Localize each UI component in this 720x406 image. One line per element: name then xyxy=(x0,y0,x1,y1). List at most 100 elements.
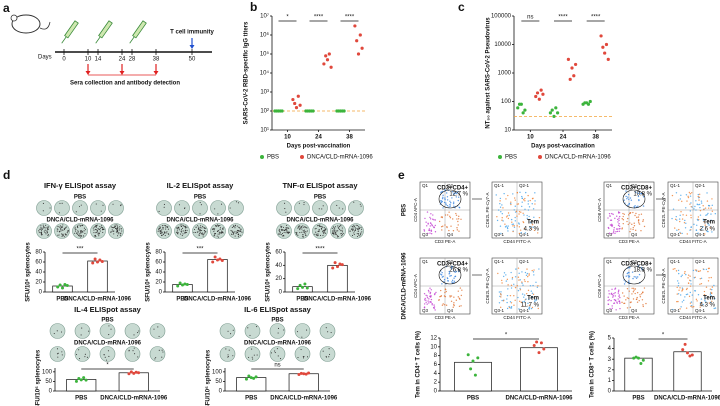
flow-event xyxy=(449,205,451,207)
flow-event xyxy=(521,293,524,295)
flow-event xyxy=(714,212,717,215)
elispot-spot xyxy=(295,232,297,234)
data-point xyxy=(355,39,359,43)
flow-event xyxy=(518,279,520,281)
flow-event xyxy=(456,229,459,231)
elispot-spot xyxy=(163,203,165,206)
y-tick-label: 1 xyxy=(608,378,612,384)
elispot-spot xyxy=(164,231,166,233)
elispot-spot xyxy=(198,228,200,230)
elispot-spot xyxy=(219,232,221,234)
flow-event xyxy=(614,217,616,220)
flow-event xyxy=(423,230,426,232)
bar xyxy=(520,347,558,392)
flow-event xyxy=(505,198,507,200)
flow-event xyxy=(699,278,701,280)
elispot-spot xyxy=(74,228,76,230)
elispot-spot xyxy=(302,225,304,227)
elispot-spot xyxy=(198,234,200,236)
y-tick-label: 10² xyxy=(260,109,269,115)
elispot-spot xyxy=(176,228,179,230)
flow-event xyxy=(638,273,641,276)
flow-event xyxy=(708,302,711,304)
elispot-spot xyxy=(333,233,335,235)
elispot-spot xyxy=(163,224,165,226)
elispot-spot xyxy=(41,233,43,235)
flow-event xyxy=(446,196,449,198)
elispot-spot xyxy=(62,224,64,226)
data-point xyxy=(603,51,607,55)
flow-event xyxy=(681,218,684,220)
elispot-well xyxy=(228,200,244,216)
elispot-spot xyxy=(213,230,215,233)
elispot-spot xyxy=(93,226,96,228)
elispot-spot xyxy=(274,350,276,352)
flow-event xyxy=(508,214,510,217)
flow-event xyxy=(442,225,444,227)
elispot-spot xyxy=(197,225,199,227)
elispot-spot xyxy=(61,202,63,204)
elispot-spot xyxy=(332,232,334,234)
elispot-spot xyxy=(195,226,197,228)
data-point xyxy=(356,52,361,56)
elispot-spot xyxy=(99,230,101,232)
flow-event xyxy=(441,200,443,203)
elispot-spot xyxy=(282,235,284,237)
elispot-spot xyxy=(351,234,354,237)
flow-event xyxy=(608,227,610,230)
flow-event xyxy=(520,301,522,303)
flow-event xyxy=(623,213,625,216)
elispot-spot xyxy=(179,224,181,226)
flow-event xyxy=(523,228,526,230)
flow-event xyxy=(619,296,621,299)
flow-x-label: CD44 FITC-A xyxy=(503,239,530,244)
arrow-head xyxy=(153,71,159,75)
flow-event xyxy=(438,220,441,223)
elispot-spot xyxy=(322,231,324,233)
flow-event xyxy=(506,294,509,297)
flow-event xyxy=(614,232,616,235)
x-tick-label: DNCA/CLD-mRNA-1096 xyxy=(64,297,132,303)
quadrant-label: Q1 xyxy=(422,259,429,264)
elispot-spot xyxy=(218,233,220,235)
elispot-well xyxy=(72,200,88,216)
y-tick-label: 0 xyxy=(49,389,53,395)
elispot-spot xyxy=(45,233,47,235)
flow-event xyxy=(683,222,686,224)
elispot-spot xyxy=(337,236,339,238)
panel-letter: d xyxy=(3,168,10,182)
flow-event xyxy=(505,274,507,276)
data-point xyxy=(554,106,558,110)
elispot-spot xyxy=(177,233,179,235)
data-point xyxy=(296,287,300,291)
elispot-spot xyxy=(47,234,49,236)
flow-event xyxy=(428,298,430,300)
elispot-spot xyxy=(337,236,340,238)
flow-event xyxy=(527,302,529,305)
elispot-spot xyxy=(235,233,237,235)
flow-event xyxy=(442,207,444,209)
significance-label: * xyxy=(505,333,508,339)
elispot-spot xyxy=(158,335,160,337)
flow-event xyxy=(431,304,433,306)
elispot-spot xyxy=(184,226,186,228)
syringe xyxy=(132,20,147,39)
flow-event xyxy=(426,295,428,297)
elispot-spot xyxy=(193,231,195,233)
significance-label: **** xyxy=(345,15,355,21)
flow-event xyxy=(449,295,451,297)
elispot-spot xyxy=(256,354,258,356)
elispot-spot xyxy=(112,203,114,205)
elispot-spot xyxy=(337,225,339,227)
flow-event xyxy=(507,288,509,290)
flow-event xyxy=(681,287,684,289)
elispot-spot xyxy=(67,231,69,233)
elispot-spot xyxy=(306,230,308,232)
flow-event xyxy=(516,225,518,227)
flow-event xyxy=(619,302,621,304)
flow-event xyxy=(607,217,609,219)
data-point xyxy=(570,66,574,70)
data-point xyxy=(134,370,138,374)
elispot-spot xyxy=(67,229,69,231)
flow-event xyxy=(690,202,692,204)
